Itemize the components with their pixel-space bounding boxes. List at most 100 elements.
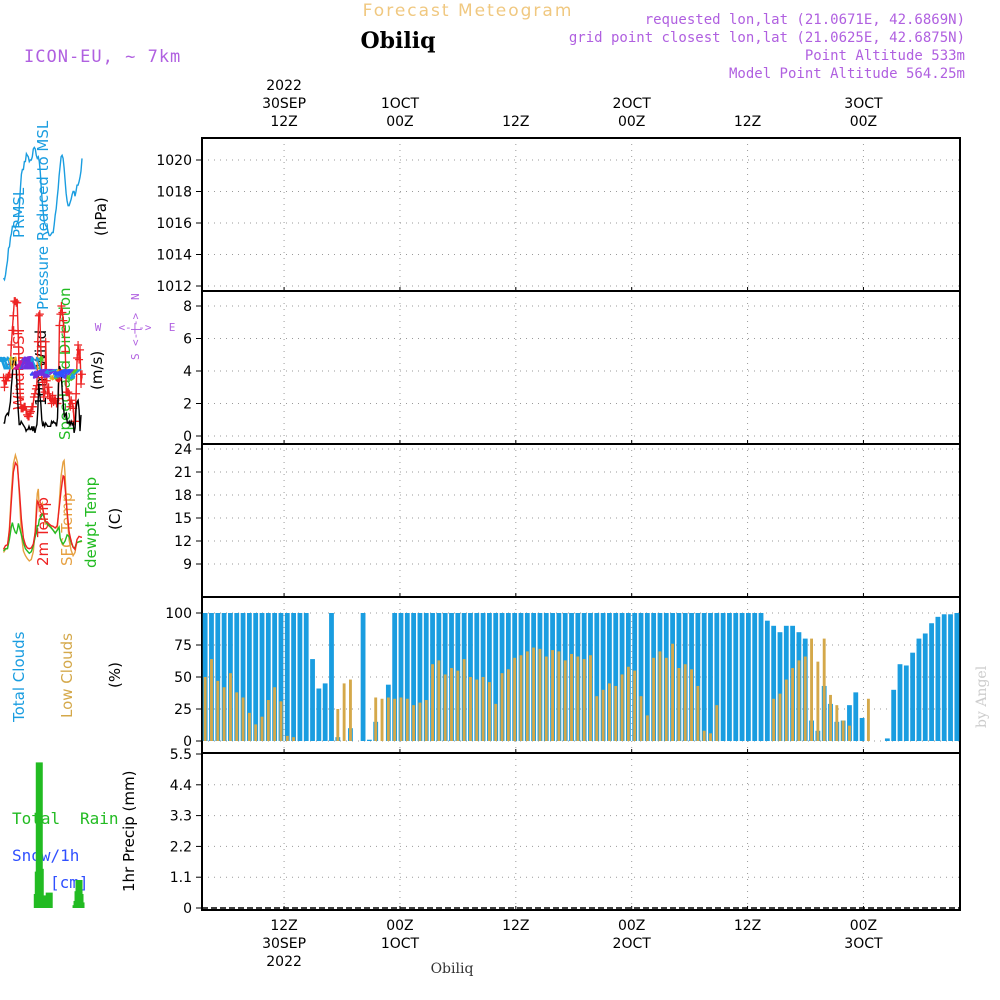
total-cloud-bar: [215, 613, 221, 741]
low-cloud-bar: [210, 659, 213, 741]
total-cloud-bar: [291, 613, 296, 741]
y-tick-label: 2.2: [170, 839, 192, 855]
footer-location: Obiliq: [431, 961, 474, 977]
low-cloud-bar: [709, 733, 712, 741]
total-cloud-bar: [745, 613, 751, 741]
total-cloud-bar: [708, 613, 713, 741]
total-cloud-bar: [487, 613, 492, 741]
total-cloud-bar: [417, 613, 423, 741]
low-cloud-bar: [450, 668, 453, 741]
wind-gust-line-marker: [48, 391, 57, 400]
total-cloud-bar: [910, 652, 916, 741]
total-cloud-bar: [329, 613, 334, 741]
total-cloud-bar: [316, 688, 322, 741]
wind-gust-line-marker: [13, 298, 22, 307]
low-cloud-bar: [228, 673, 232, 741]
total-cloud-bar: [600, 613, 606, 741]
total-cloud-bar: [607, 613, 612, 741]
wind-gust-line-marker: [68, 399, 77, 408]
wind-gust-line-marker: [7, 341, 16, 349]
temp-sfc-label: SFC Temp: [58, 493, 76, 566]
wind-gust-line-marker: [36, 342, 45, 351]
low-cloud-bar: [279, 701, 283, 741]
wind-direction-arrow: [52, 368, 66, 375]
wind-gust-line-marker: [35, 310, 44, 319]
low-cloud-bar: [487, 682, 491, 741]
time-label-top: 12Z: [270, 114, 297, 130]
y-tick-label: 1020: [156, 153, 192, 169]
low-cloud-bar: [633, 670, 637, 741]
total-cloud-bar: [310, 659, 315, 741]
total-cloud-bar: [221, 613, 227, 741]
compass-west: W: [95, 321, 102, 334]
total-cloud-bar: [903, 665, 909, 741]
total-cloud-bar: [916, 638, 922, 741]
y-tick-label: 21: [174, 465, 192, 481]
y-tick-label: 12: [174, 534, 192, 550]
low-cloud-bar: [589, 655, 592, 741]
time-label-bottom: 12Z: [734, 918, 761, 934]
total-cloud-bar: [733, 613, 739, 741]
low-cloud-bar: [292, 737, 296, 741]
low-cloud-bar: [570, 653, 573, 741]
total-cloud-bar: [303, 613, 309, 741]
low-cloud-bar: [380, 698, 384, 741]
total-cloud-bar: [411, 613, 417, 741]
temp-2m-line: [2, 461, 82, 551]
wind-gust-line-marker: [55, 321, 64, 330]
low-cloud-bar: [216, 680, 220, 741]
low-cloud-bar: [715, 705, 719, 741]
low-cloud-bar: [658, 651, 662, 741]
low-cloud-bar: [336, 709, 340, 741]
total-cloud-bar: [404, 613, 410, 741]
total-cloud-bar: [727, 613, 732, 741]
total-cloud-bar: [941, 614, 947, 741]
low-cloud-bar: [424, 700, 428, 741]
low-cloud-bar: [266, 700, 270, 741]
wind-gust-line-marker: [42, 376, 51, 385]
y-tick-label: 1016: [156, 216, 192, 232]
low-cloud-bar: [475, 679, 479, 741]
time-label-bottom: 3OCT: [844, 936, 883, 952]
total-cloud-bar: [922, 633, 928, 741]
wind-gust-line-marker: [77, 380, 86, 388]
low-cloud-bar: [456, 670, 460, 741]
wind-gust-line-marker: [38, 378, 47, 387]
location-title: Obiliq: [360, 28, 435, 54]
temp-dewpt-label: dewpt Temp: [82, 477, 100, 568]
wind-gust-line-marker: [64, 388, 73, 397]
low-cloud-bar: [563, 660, 567, 741]
total-cloud-bar: [859, 717, 865, 741]
low-cloud-bar: [822, 638, 826, 741]
low-cloud-bar: [810, 638, 813, 741]
low-cloud-bar: [652, 657, 656, 741]
wind-gust-line-marker: [4, 371, 13, 380]
model-altitude: Model Point Altitude 564.25m: [729, 66, 965, 82]
total-cloud-bar: [720, 613, 726, 741]
low-cloud-bar: [601, 689, 605, 741]
y-tick-label: 1018: [156, 185, 192, 201]
low-cloud-bar: [462, 659, 466, 741]
wind-direction-arrow: [44, 368, 58, 374]
time-label-top: 2022: [266, 78, 302, 94]
time-label-top: 3OCT: [844, 96, 883, 112]
total-cloud-bar: [246, 613, 252, 741]
low-cloud-bar: [696, 685, 700, 741]
wind-direction-arrow: [61, 368, 73, 378]
y-tick-label: 1.1: [170, 870, 192, 886]
time-label-top: 00Z: [618, 114, 645, 130]
low-cloud-bar: [393, 698, 397, 741]
time-label-top: 1OCT: [381, 96, 420, 112]
total-cloud-bar: [259, 613, 265, 741]
panel-frame: [201, 752, 961, 911]
low-cloud-bar: [481, 677, 485, 741]
total-cloud-bar: [240, 613, 246, 741]
temp-unit: (C): [106, 508, 124, 530]
wind-gust-line-marker: [76, 345, 85, 354]
low-cloud-bar: [469, 677, 472, 741]
rain-label: Rain: [80, 809, 119, 828]
low-cloud-bar: [374, 697, 378, 741]
wind-gust-line-marker: [60, 328, 69, 336]
total-cloud-bar: [714, 613, 720, 741]
low-cloud-bar: [829, 694, 832, 741]
